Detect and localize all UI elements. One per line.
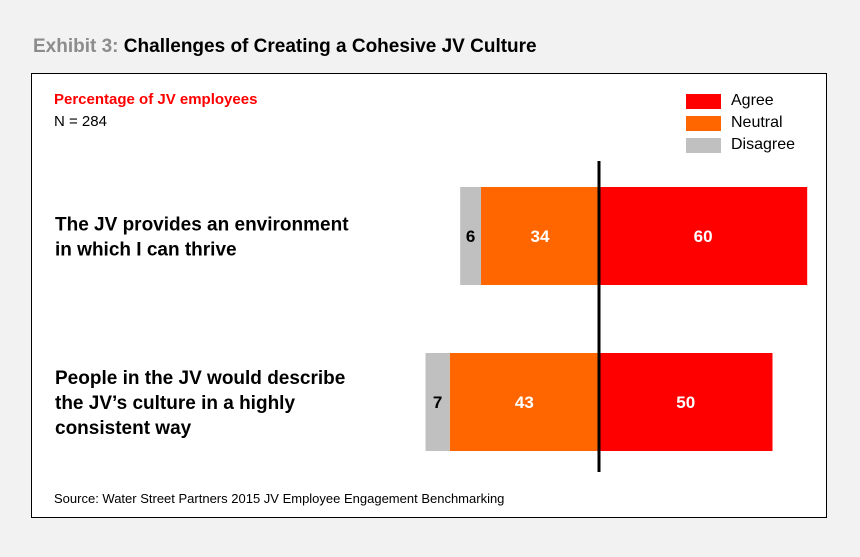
value-label-disagree: 6: [466, 227, 475, 246]
legend-item-neutral: Neutral: [686, 112, 795, 134]
sample-size: N = 284: [54, 113, 107, 130]
legend-swatch-agree: [686, 93, 721, 109]
source-note: Source: Water Street Partners 2015 JV Em…: [54, 491, 505, 506]
chart-panel: Percentage of JV employees N = 284 Agree…: [31, 73, 827, 518]
bar-disagree: [425, 353, 450, 451]
legend-label-agree: Agree: [731, 92, 774, 109]
category-label: People in the JV would describe: [55, 368, 345, 389]
bar-agree: [599, 187, 808, 285]
exhibit-title-text: Challenges of Creating a Cohesive JV Cul…: [123, 36, 537, 57]
diverging-bar-chart: The JV provides an environment in which I…: [55, 161, 808, 472]
category-label: consistent way: [55, 418, 192, 439]
exhibit-prefix: Exhibit 3:: [33, 36, 119, 57]
category-label: The JV provides an environment: [55, 215, 349, 236]
legend-swatch-neutral: [686, 115, 721, 131]
bar-agree: [599, 353, 773, 451]
category-label: the JV’s culture in a highly: [55, 393, 295, 414]
legend-item-disagree: Disagree: [686, 134, 795, 156]
legend-swatch-disagree: [686, 137, 721, 153]
exhibit-title: Exhibit 3: Challenges of Creating a Cohe…: [33, 36, 537, 58]
bar-neutral: [481, 187, 599, 285]
legend-label-disagree: Disagree: [731, 136, 796, 153]
chart-subtitle: Percentage of JV employees: [54, 91, 258, 108]
legend-item-agree: Agree: [686, 90, 795, 112]
bar-neutral: [449, 353, 599, 451]
legend: Agree Neutral Disagree: [686, 90, 795, 156]
value-label-neutral: 34: [531, 227, 550, 246]
value-label-disagree: 7: [433, 393, 442, 412]
legend-label-neutral: Neutral: [731, 114, 783, 131]
bar-disagree: [460, 187, 482, 285]
value-label-neutral: 43: [515, 393, 534, 412]
value-label-agree: 50: [676, 393, 695, 412]
value-label-agree: 60: [694, 227, 713, 246]
category-label: in which I can thrive: [55, 240, 237, 261]
